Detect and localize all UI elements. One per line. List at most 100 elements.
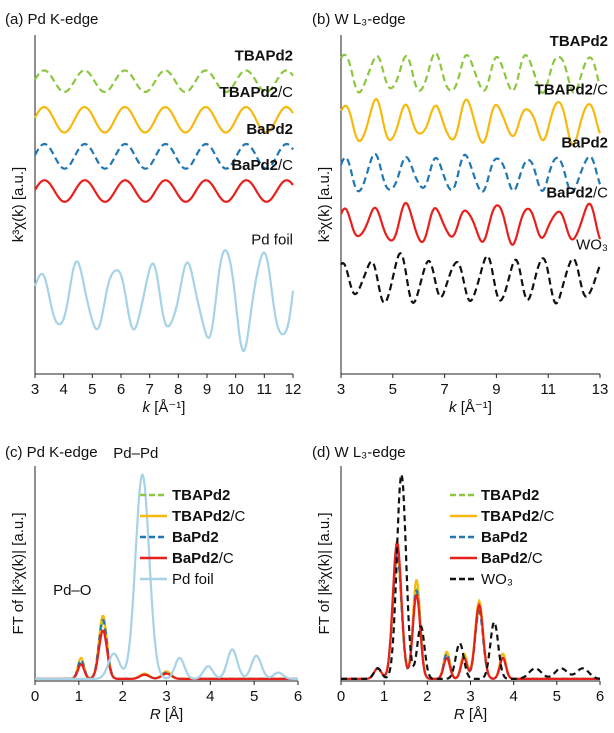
y-axis-label: k³χ(k) [a.u.] <box>10 167 27 242</box>
x-tick-label: 1 <box>380 688 388 705</box>
x-label-unit: [Å] <box>161 706 184 723</box>
panel-title: (b) W L₃-edge <box>312 11 406 28</box>
peak-annotation: Pd–O <box>53 582 91 599</box>
series-label: BaPd2 <box>246 121 293 138</box>
x-tick-label: 6 <box>294 688 302 705</box>
legend-label-part: BaPd2 <box>481 550 528 567</box>
series-label: BaPd2/C <box>231 157 293 174</box>
x-tick-label: 9 <box>203 381 211 398</box>
series-label-part: TBAPd2 <box>535 81 593 98</box>
x-label-symbol: k <box>449 399 458 416</box>
panel-a: (a) Pd K-edge 3 4 5 6 7 8 9 10 11 12 k [Å⁻¹] k³χ(k) … <box>5 11 301 416</box>
panel-title: (c) Pd K-edge <box>5 444 98 461</box>
legend-label: BaPd2 <box>172 529 219 546</box>
series-label: TBAPd2/C <box>220 84 294 101</box>
legend-label-part: TBAPd2 <box>481 508 539 525</box>
series-line <box>34 179 294 203</box>
legend-label-part: BaPd2 <box>172 550 219 567</box>
series-line <box>34 105 294 134</box>
x-tick-label: 10 <box>227 381 244 398</box>
x-tick-label: 4 <box>509 688 517 705</box>
series-line <box>339 152 602 194</box>
x-tick-label: 3 <box>337 381 345 398</box>
legend-label: BaPd2 <box>481 529 528 546</box>
legend-label-part: /C <box>539 508 554 525</box>
x-tick-label: 3 <box>31 381 39 398</box>
series-line <box>35 615 298 680</box>
x-tick-label: 7 <box>440 381 448 398</box>
series-label: Pd foil <box>251 232 293 249</box>
x-tick-label: 4 <box>206 688 214 705</box>
series-line <box>341 549 600 680</box>
y-axis-label: FT of |k³χ(k)| [a.u.] <box>316 512 333 634</box>
x-label-unit: [Å] <box>465 706 488 723</box>
series-line <box>339 201 602 246</box>
series-label: WO₃ <box>576 237 608 254</box>
x-label-symbol: k <box>143 399 152 416</box>
legend-label-part: TBAPd2 <box>172 508 230 525</box>
x-tick-label: 5 <box>389 381 397 398</box>
legend-label-part: /C <box>528 550 543 567</box>
series-line <box>34 69 294 94</box>
x-label-symbol: R <box>454 706 465 723</box>
series-label-part: /C <box>593 185 608 202</box>
x-tick-label: 11 <box>540 381 556 398</box>
series-label-part: WO₃ <box>576 237 608 254</box>
x-tick-label: 3 <box>162 688 170 705</box>
series-line <box>340 97 602 146</box>
x-tick-label: 13 <box>592 381 609 398</box>
y-axis-label: FT of |k³χ(k)| [a.u.] <box>10 512 27 634</box>
series-line <box>34 142 294 170</box>
x-tick-label: 11 <box>257 381 273 398</box>
peak-annotation: Pd–Pd <box>113 445 158 462</box>
x-tick-label: 5 <box>553 688 561 705</box>
series-label-part: BaPd2 <box>231 157 278 174</box>
series-label-part: /C <box>278 84 293 101</box>
series-line <box>33 249 295 353</box>
x-tick-label: 12 <box>285 381 302 398</box>
series-label-part: BaPd2 <box>246 121 293 138</box>
series-label: TBAPd2 <box>235 47 293 64</box>
x-tick-label: 3 <box>466 688 474 705</box>
x-label-unit: [Å⁻¹] <box>150 399 185 416</box>
legend-label: WO₃ <box>481 571 513 588</box>
legend-label: BaPd2/C <box>172 550 234 567</box>
legend-label-part: TBAPd2 <box>172 487 230 504</box>
series-line <box>341 553 600 680</box>
x-tick-label: 0 <box>31 688 39 705</box>
x-label-unit: [Å⁻¹] <box>457 399 492 416</box>
legend-label: TBAPd2/C <box>481 508 555 525</box>
series-label-part: TBAPd2 <box>550 33 608 50</box>
legend-label: TBAPd2/C <box>172 508 246 525</box>
series-label: BaPd2 <box>561 135 608 152</box>
legend-label-part: BaPd2 <box>481 529 528 546</box>
panel-d: (d) W L₃-edge 0 1 2 3 4 5 6 R [Å] FT of |k³χ(k)| … <box>312 444 604 723</box>
series-label-part: BaPd2 <box>561 135 608 152</box>
y-axis-label: k³χ(k) [a.u.] <box>316 167 333 242</box>
panel-title: (a) Pd K-edge <box>5 11 98 28</box>
series-line <box>35 619 298 680</box>
legend-label-part: /C <box>230 508 245 525</box>
series-label-part: Pd foil <box>251 232 293 249</box>
series-line <box>341 474 601 680</box>
panel-b: (b) W L₃-edge 3 5 7 9 11 13 k [Å⁻¹] k³χ(k) [a.u.… <box>312 11 608 416</box>
series-label-part: TBAPd2 <box>235 47 293 64</box>
x-tick-label: 5 <box>88 381 96 398</box>
x-tick-label: 2 <box>423 688 431 705</box>
x-axis-label: k [Å⁻¹] <box>143 399 186 416</box>
series-label: TBAPd2 <box>550 33 608 50</box>
legend-label-part: BaPd2 <box>172 529 219 546</box>
legend-label-part: /C <box>219 550 234 567</box>
series-label: TBAPd2/C <box>535 81 609 98</box>
panel-c: (c) Pd K-edge 0 1 2 3 4 5 6 R [Å] FT of |k³χ(k)| … <box>5 444 302 723</box>
series-line <box>341 538 600 680</box>
x-tick-label: 8 <box>174 381 182 398</box>
x-tick-label: 6 <box>117 381 125 398</box>
x-axis-label: R [Å] <box>454 706 487 723</box>
x-tick-label: 5 <box>250 688 258 705</box>
series-label-part: TBAPd2 <box>220 84 278 101</box>
legend-label: TBAPd2 <box>481 487 539 504</box>
legend-label: BaPd2/C <box>481 550 543 567</box>
series-line <box>35 629 298 680</box>
